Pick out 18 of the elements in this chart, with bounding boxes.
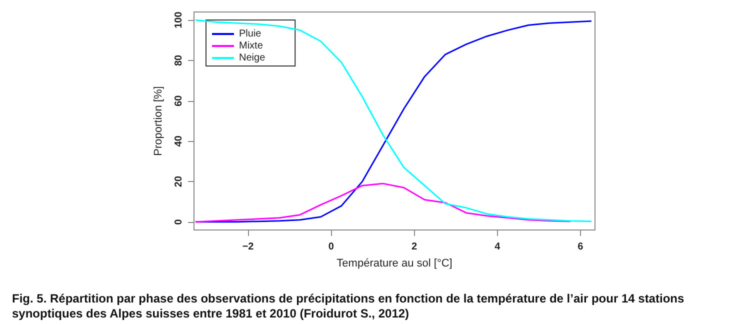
y-tick-label: 80 [174, 54, 184, 66]
legend-label: Neige [239, 52, 266, 64]
line-series [195, 182, 571, 223]
x-tick-label: 2 [411, 242, 418, 252]
x-axis-title: Température au sol [°C] [336, 258, 452, 270]
x-tick-label: 6 [578, 242, 584, 252]
x-tick-label: −2 [242, 242, 254, 252]
y-axis-title: Proportion [%] [152, 86, 164, 156]
x-tick-label: 4 [494, 242, 501, 252]
y-tick-label: 20 [174, 176, 184, 188]
caption: Fig. 5. Répartition par phase des observations de précipitations en fonction de la température de l’air pour 14 stations synoptiques des Alpes suisses entre 1981 et 2010 (Froidurot S., 2012) [12, 292, 688, 320]
legend-label: Pluie [239, 28, 262, 40]
y-tick-label: 40 [174, 135, 184, 147]
legend-label: Mixte [239, 40, 264, 52]
x-tick-label: 0 [328, 242, 334, 252]
y-tick-label: 0 [174, 218, 184, 225]
y-tick-label: 100 [174, 11, 184, 28]
y-tick-label: 60 [174, 94, 184, 106]
